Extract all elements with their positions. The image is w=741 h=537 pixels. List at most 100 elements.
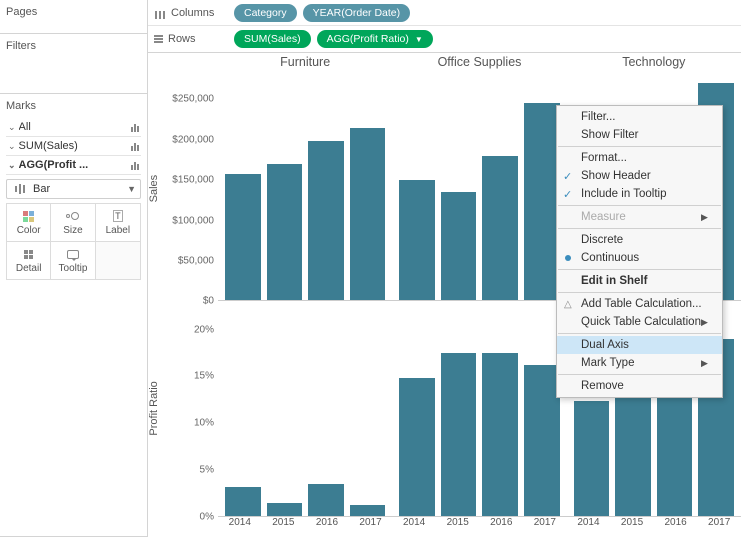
pill[interactable]: Category — [234, 4, 297, 22]
sales-y-axis[interactable]: $0$50,000$100,000$150,000$200,000$250,00… — [166, 75, 218, 301]
pill-label: SUM(Sales) — [244, 33, 301, 45]
x-tick-label[interactable]: 2016 — [654, 517, 698, 537]
column-header[interactable]: Technology — [567, 53, 741, 75]
bar[interactable] — [482, 156, 518, 302]
menu-item[interactable]: Quick Table Calculation▶ — [557, 313, 722, 331]
mark-card-detail[interactable]: Detail — [7, 242, 51, 279]
pill-label: Category — [244, 7, 287, 19]
rows-shelf[interactable]: Rows SUM(Sales)AGG(Profit Ratio)▼ — [148, 26, 741, 52]
x-tick-label[interactable]: 2015 — [262, 517, 306, 537]
menu-item[interactable]: △ Add Table Calculation... — [557, 295, 722, 313]
mark-card-tooltip[interactable]: Tooltip — [51, 242, 95, 279]
x-tick-label[interactable]: 2014 — [567, 517, 611, 537]
menu-item[interactable]: Show Filter — [557, 126, 722, 144]
marks-row-label: AGG(Profit ... — [19, 159, 89, 171]
bullet-icon — [565, 255, 571, 261]
menu-item[interactable]: Format... — [557, 149, 722, 167]
x-tick-label[interactable]: 2017 — [523, 517, 567, 537]
x-tick-label[interactable]: 2014 — [392, 517, 436, 537]
submenu-arrow-icon: ▶ — [701, 317, 708, 328]
main-area: Columns CategoryYEAR(Order Date) Rows SU… — [148, 0, 741, 537]
bar[interactable] — [308, 484, 344, 517]
menu-item[interactable]: Mark Type▶ — [557, 354, 722, 372]
x-tick-label[interactable]: 2016 — [305, 517, 349, 537]
menu-separator — [558, 333, 721, 334]
x-tick-label[interactable]: 2015 — [610, 517, 654, 537]
y-tick-label: 5% — [200, 465, 214, 476]
mark-card-color[interactable]: Color — [7, 204, 51, 242]
columns-shelf[interactable]: Columns CategoryYEAR(Order Date) — [148, 0, 741, 26]
y-tick-label: $150,000 — [172, 175, 214, 186]
menu-item[interactable]: ✓Include in Tooltip — [557, 185, 722, 203]
menu-separator — [558, 146, 721, 147]
y-tick-label: $250,000 — [172, 94, 214, 105]
bar[interactable] — [267, 164, 303, 301]
menu-item-label: Format... — [581, 152, 627, 164]
menu-item-label: Measure — [581, 211, 626, 223]
x-tick-label[interactable]: 2017 — [697, 517, 741, 537]
chart-panel[interactable] — [218, 301, 392, 517]
bar[interactable] — [350, 128, 386, 302]
bar[interactable] — [267, 503, 303, 517]
menu-item[interactable]: Remove — [557, 377, 722, 395]
menu-item[interactable]: Continuous — [557, 249, 722, 267]
column-header[interactable]: Furniture — [218, 53, 392, 75]
bar[interactable] — [482, 353, 518, 517]
mark-cards: Color Size TLabel DetailTooltip — [6, 203, 141, 280]
menu-item-label: Add Table Calculation... — [581, 298, 702, 310]
y-tick-label: $50,000 — [178, 255, 214, 266]
mark-card-size[interactable]: Size — [51, 204, 95, 242]
mark-type-select[interactable]: Bar ▼ — [6, 179, 141, 199]
submenu-arrow-icon: ▶ — [701, 358, 708, 369]
profit-y-axis[interactable]: 0%5%10%15%20% — [166, 301, 218, 517]
bar[interactable] — [399, 180, 435, 301]
bar[interactable] — [524, 103, 560, 301]
check-icon: ✓ — [563, 188, 572, 201]
rows-icon — [154, 35, 163, 43]
x-tick-label[interactable]: 2016 — [479, 517, 523, 537]
menu-item[interactable]: Filter... — [557, 108, 722, 126]
label-icon: T — [109, 209, 127, 223]
menu-item[interactable]: Dual Axis — [557, 336, 722, 354]
bar[interactable] — [441, 353, 477, 517]
chart-panel[interactable] — [218, 75, 392, 301]
pill[interactable]: SUM(Sales) — [234, 30, 311, 48]
bar[interactable] — [399, 378, 435, 517]
triangle-icon: △ — [564, 299, 572, 310]
x-tick-label[interactable]: 2015 — [436, 517, 480, 537]
menu-item-label: Remove — [581, 380, 624, 392]
bar[interactable] — [524, 365, 560, 517]
bar[interactable] — [441, 192, 477, 301]
y-tick-label: $100,000 — [172, 215, 214, 226]
menu-item[interactable]: Discrete — [557, 231, 722, 249]
y-tick-label: $200,000 — [172, 134, 214, 145]
pill-context-menu[interactable]: Filter...Show Filter Format... ✓Show Heade… — [556, 105, 723, 398]
mark-card-label: Size — [63, 225, 82, 236]
menu-item[interactable]: ✓Show Header — [557, 167, 722, 185]
x-tick-label[interactable]: 2017 — [349, 517, 393, 537]
pill[interactable]: YEAR(Order Date) — [303, 4, 411, 22]
x-axis[interactable]: 2014201520162017201420152016201720142015… — [218, 517, 741, 537]
left-sidebar: Pages Filters Marks ⌄All⌄SUM(Sales)⌄AGG(… — [0, 0, 148, 537]
shelves: Columns CategoryYEAR(Order Date) Rows SU… — [148, 0, 741, 53]
marks-row[interactable]: ⌄AGG(Profit ... — [6, 156, 141, 175]
x-tick-label[interactable]: 2014 — [218, 517, 262, 537]
pill[interactable]: AGG(Profit Ratio)▼ — [317, 30, 433, 48]
chevron-down-icon: ▼ — [127, 184, 136, 194]
marks-row[interactable]: ⌄All — [6, 118, 141, 137]
mark-card-label[interactable]: TLabel — [96, 204, 140, 242]
pages-panel: Pages — [0, 0, 147, 34]
bar[interactable] — [225, 174, 261, 301]
marks-row[interactable]: ⌄SUM(Sales) — [6, 137, 141, 156]
chevron-icon: ⌄ — [8, 141, 16, 152]
pill-label: YEAR(Order Date) — [313, 7, 401, 19]
bar[interactable] — [574, 401, 610, 517]
menu-separator — [558, 205, 721, 206]
menu-item[interactable]: Edit in Shelf — [557, 272, 722, 290]
bar[interactable] — [308, 141, 344, 301]
bar[interactable] — [225, 487, 261, 517]
bar-icon — [130, 122, 139, 132]
column-header[interactable]: Office Supplies — [392, 53, 566, 75]
chart-panel[interactable] — [392, 301, 566, 517]
chart-panel[interactable] — [392, 75, 566, 301]
